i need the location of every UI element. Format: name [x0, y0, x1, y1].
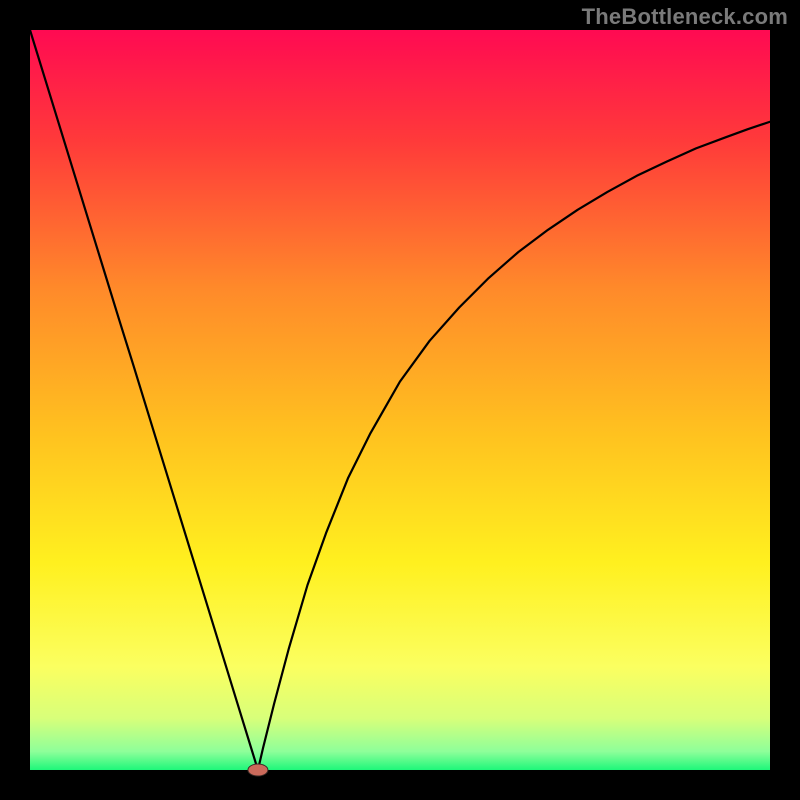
plot-background	[30, 30, 770, 770]
chart-container: TheBottleneck.com	[0, 0, 800, 800]
bottleneck-chart	[0, 0, 800, 800]
watermark-text: TheBottleneck.com	[582, 4, 788, 30]
min-marker	[248, 764, 268, 776]
